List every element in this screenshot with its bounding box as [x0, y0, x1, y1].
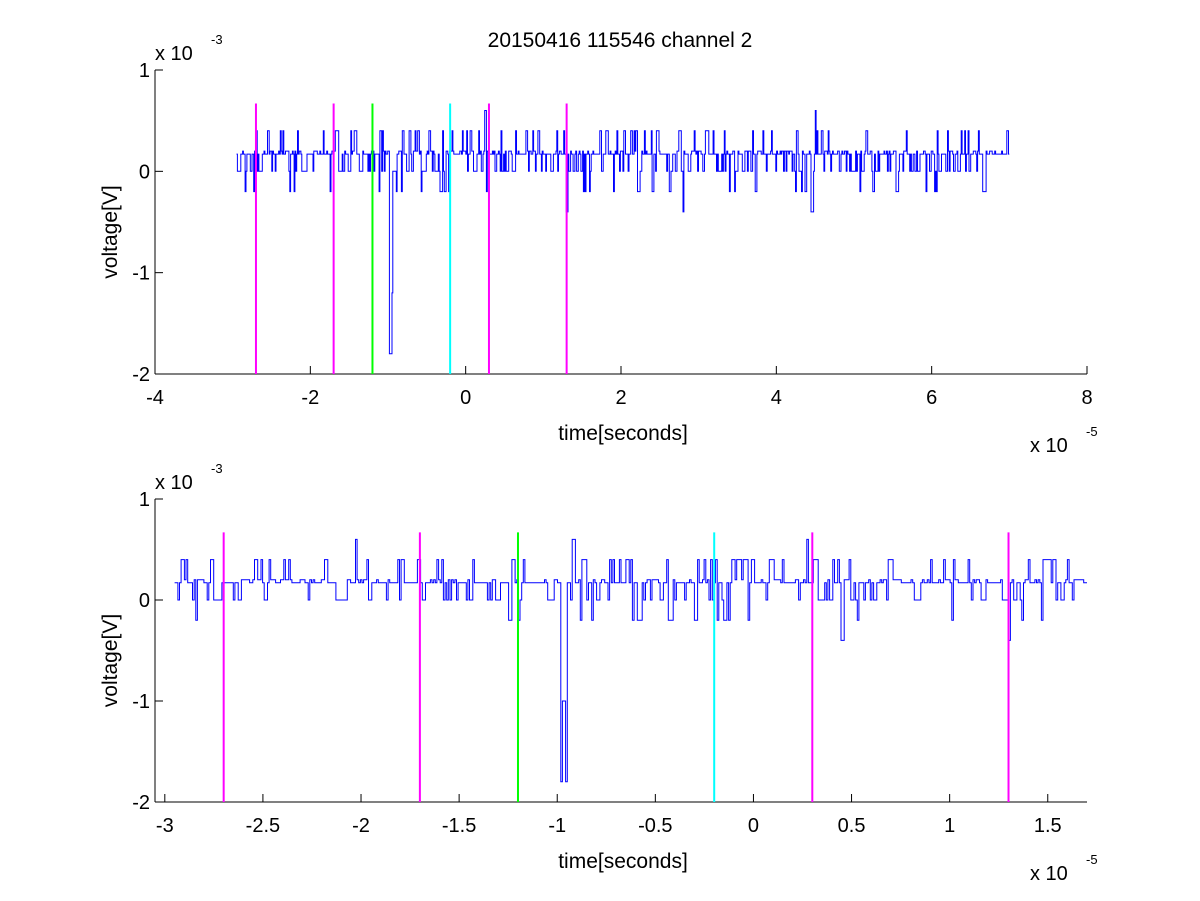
y-axis-title: voltage[V] — [99, 614, 122, 707]
x-multiplier-exponent: -5 — [1086, 852, 1098, 867]
y-multiplier-exponent: -3 — [211, 461, 223, 476]
y-tick-label: -2 — [132, 792, 150, 814]
y-multiplier: x 10 — [155, 472, 193, 494]
x-tick-label: -2 — [301, 387, 319, 409]
x-multiplier-exponent: -5 — [1086, 424, 1098, 439]
signal-trace — [174, 538, 1087, 783]
signal-trace — [236, 110, 1010, 355]
x-axis-title: time[seconds] — [558, 850, 688, 873]
x-tick-label: 4 — [771, 387, 782, 409]
x-multiplier: x 10 — [1030, 435, 1068, 457]
y-tick-label: 1 — [139, 60, 150, 82]
x-tick-label: 1.5 — [1034, 815, 1062, 837]
y-axis-title: voltage[V] — [99, 185, 122, 278]
x-tick-label: -4 — [146, 387, 164, 409]
y-tick-label: -2 — [132, 364, 150, 386]
x-tick-label: 8 — [1081, 387, 1092, 409]
x-tick-label: -2.5 — [246, 815, 280, 837]
x-tick-label: 6 — [926, 387, 937, 409]
bottom-axes: -3 -2.5 -2 -1.5 -1 -0.5 0 0.5 1 1.5 -2 -1 0 1 time[sec… — [99, 461, 1098, 885]
y-tick-label: 0 — [139, 590, 150, 612]
y-tick-label: -1 — [132, 263, 150, 285]
top-axes: -4 -2 0 2 4 6 8-2-101time[seconds]voltage[V]x … — [99, 32, 1098, 457]
figure-title: 20150416 115546 channel 2 — [488, 29, 753, 52]
x-tick-label: -0.5 — [638, 815, 672, 837]
x-tick-label: 0.5 — [838, 815, 866, 837]
x-tick-label: 0 — [748, 815, 759, 837]
x-tick-label: -2 — [352, 815, 370, 837]
y-tick-label: 1 — [139, 489, 150, 511]
x-tick-label: 1 — [944, 815, 955, 837]
x-axis-title: time[seconds] — [558, 422, 688, 445]
y-multiplier: x 10 — [155, 43, 193, 65]
x-tick-label: 0 — [460, 387, 471, 409]
x-tick-label: -3 — [156, 815, 174, 837]
y-tick-label: 0 — [139, 161, 150, 183]
x-tick-label: -1 — [548, 815, 566, 837]
x-tick-label: 2 — [615, 387, 626, 409]
x-multiplier: x 10 — [1030, 863, 1068, 885]
y-multiplier-exponent: -3 — [211, 32, 223, 47]
x-tick-label: -1.5 — [442, 815, 476, 837]
y-tick-label: -1 — [132, 691, 150, 713]
